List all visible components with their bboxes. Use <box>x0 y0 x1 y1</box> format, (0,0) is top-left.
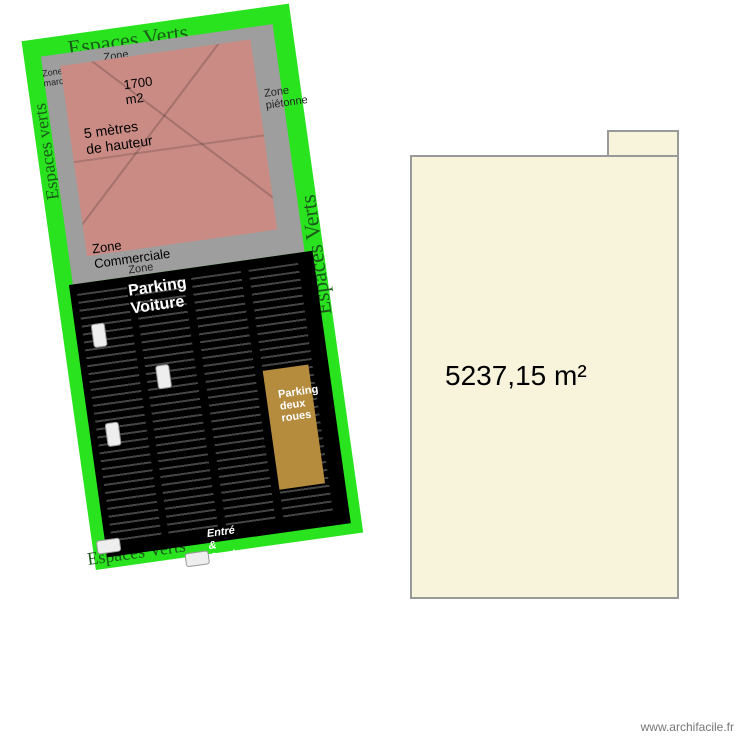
label-entree-sortie: Entré & Sortie <box>206 524 242 564</box>
canvas: 5237,15 m² Espaces Verts Espaces Verts E… <box>0 0 750 750</box>
watermark: www.archifacile.fr <box>641 720 734 734</box>
car-icon <box>184 550 210 567</box>
label-halle-area: 1700 m2 <box>123 72 167 107</box>
label-parking-deux-roues: Parking deux roues <box>277 383 322 424</box>
plot2-area-label: 5237,15 m² <box>445 360 587 392</box>
